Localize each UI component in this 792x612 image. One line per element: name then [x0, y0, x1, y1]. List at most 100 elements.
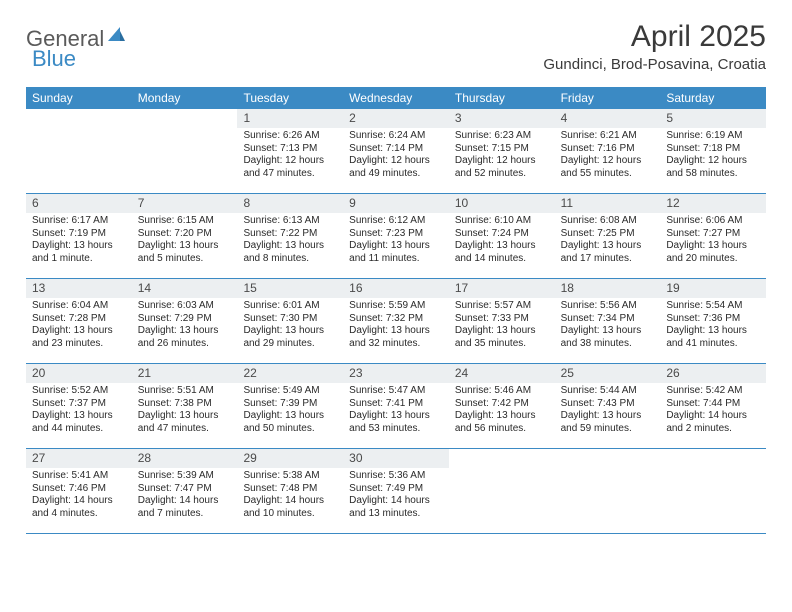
sunrise-line: Sunrise: 5:38 AM	[243, 470, 337, 483]
sunrise-line: Sunrise: 5:36 AM	[349, 470, 443, 483]
day-content: Sunrise: 6:24 AMSunset: 7:14 PMDaylight:…	[343, 130, 449, 184]
day-cell: 17Sunrise: 5:57 AMSunset: 7:33 PMDayligh…	[449, 279, 555, 363]
day-content: Sunrise: 5:56 AMSunset: 7:34 PMDaylight:…	[555, 300, 661, 354]
day-content: Sunrise: 6:10 AMSunset: 7:24 PMDaylight:…	[449, 215, 555, 269]
sunset-line: Sunset: 7:39 PM	[243, 398, 337, 411]
daylight-line: Daylight: 13 hours and 8 minutes.	[243, 240, 337, 265]
day-cell: 12Sunrise: 6:06 AMSunset: 7:27 PMDayligh…	[660, 194, 766, 278]
day-number: 30	[343, 449, 449, 468]
day-cell: 14Sunrise: 6:03 AMSunset: 7:29 PMDayligh…	[132, 279, 238, 363]
sunset-line: Sunset: 7:24 PM	[455, 228, 549, 241]
weekday-header-row: Sunday Monday Tuesday Wednesday Thursday…	[26, 87, 766, 109]
week-row: 1Sunrise: 6:26 AMSunset: 7:13 PMDaylight…	[26, 109, 766, 194]
day-cell: 27 Sunrise: 5:41 AMSunset: 7:46 PMDayligh…	[26, 449, 132, 533]
daylight-line: Daylight: 14 hours and 10 minutes.	[243, 495, 337, 520]
weekday-wednesday: Wednesday	[343, 87, 449, 109]
day-cell: 3Sunrise: 6:23 AMSunset: 7:15 PMDaylight…	[449, 109, 555, 193]
day-content: Sunrise: 5:41 AMSunset: 7:46 PMDaylight:…	[26, 470, 132, 524]
day-number: 20	[26, 364, 132, 383]
calendar-body: 1Sunrise: 6:26 AMSunset: 7:13 PMDaylight…	[26, 109, 766, 534]
day-number: 29	[237, 449, 343, 468]
day-content: Sunrise: 5:51 AMSunset: 7:38 PMDaylight:…	[132, 385, 238, 439]
sunset-line: Sunset: 7:19 PM	[32, 228, 126, 241]
day-number: 27	[26, 449, 132, 468]
daylight-line: Daylight: 13 hours and 23 minutes.	[32, 325, 126, 350]
sunrise-line: Sunrise: 6:12 AM	[349, 215, 443, 228]
daylight-line: Daylight: 13 hours and 38 minutes.	[561, 325, 655, 350]
daylight-line: Daylight: 12 hours and 52 minutes.	[455, 155, 549, 180]
day-cell: 22 Sunrise: 5:49 AMSunset: 7:39 PMDayligh…	[237, 364, 343, 448]
day-cell: 26Sunrise: 5:42 AMSunset: 7:44 PMDayligh…	[660, 364, 766, 448]
sunrise-line: Sunrise: 6:08 AM	[561, 215, 655, 228]
day-number: 18	[555, 279, 661, 298]
sunset-line: Sunset: 7:34 PM	[561, 313, 655, 326]
daylight-line: Daylight: 13 hours and 41 minutes.	[666, 325, 760, 350]
day-number: 16	[343, 279, 449, 298]
day-number: 4	[555, 109, 661, 128]
day-number: 10	[449, 194, 555, 213]
weekday-friday: Friday	[555, 87, 661, 109]
day-number: 19	[660, 279, 766, 298]
day-number: 22	[237, 364, 343, 383]
day-cell: 11 Sunrise: 6:08 AMSunset: 7:25 PMDayligh…	[555, 194, 661, 278]
daylight-line: Daylight: 13 hours and 53 minutes.	[349, 410, 443, 435]
daylight-line: Daylight: 14 hours and 4 minutes.	[32, 495, 126, 520]
header: General April 2025 Gundinci, Brod-Posavi…	[26, 20, 766, 73]
sunrise-line: Sunrise: 5:51 AM	[138, 385, 232, 398]
day-cell: 5 Sunrise: 6:19 AMSunset: 7:18 PMDaylight…	[660, 109, 766, 193]
week-row: 13Sunrise: 6:04 AMSunset: 7:28 PMDayligh…	[26, 279, 766, 364]
daylight-line: Daylight: 14 hours and 2 minutes.	[666, 410, 760, 435]
daylight-line: Daylight: 13 hours and 29 minutes.	[243, 325, 337, 350]
sunset-line: Sunset: 7:22 PM	[243, 228, 337, 241]
day-number: 12	[660, 194, 766, 213]
daylight-line: Daylight: 13 hours and 50 minutes.	[243, 410, 337, 435]
sunrise-line: Sunrise: 5:46 AM	[455, 385, 549, 398]
day-content: Sunrise: 6:04 AMSunset: 7:28 PMDaylight:…	[26, 300, 132, 354]
logo-sail-icon	[106, 25, 126, 48]
sunrise-line: Sunrise: 6:15 AM	[138, 215, 232, 228]
sunset-line: Sunset: 7:47 PM	[138, 483, 232, 496]
empty-cell	[660, 449, 766, 533]
day-number: 3	[449, 109, 555, 128]
day-number: 21	[132, 364, 238, 383]
day-content: Sunrise: 6:19 AMSunset: 7:18 PMDaylight:…	[660, 130, 766, 184]
week-row: 6Sunrise: 6:17 AMSunset: 7:19 PMDaylight…	[26, 194, 766, 279]
sunrise-line: Sunrise: 5:56 AM	[561, 300, 655, 313]
sunrise-line: Sunrise: 6:19 AM	[666, 130, 760, 143]
day-cell: 4Sunrise: 6:21 AMSunset: 7:16 PMDaylight…	[555, 109, 661, 193]
day-cell: 2 Sunrise: 6:24 AMSunset: 7:14 PMDaylight…	[343, 109, 449, 193]
daylight-line: Daylight: 13 hours and 17 minutes.	[561, 240, 655, 265]
daylight-line: Daylight: 13 hours and 32 minutes.	[349, 325, 443, 350]
day-content: Sunrise: 6:08 AMSunset: 7:25 PMDaylight:…	[555, 215, 661, 269]
sunset-line: Sunset: 7:33 PM	[455, 313, 549, 326]
day-cell: 19 Sunrise: 5:54 AMSunset: 7:36 PMDayligh…	[660, 279, 766, 363]
day-content: Sunrise: 5:59 AMSunset: 7:32 PMDaylight:…	[343, 300, 449, 354]
day-cell: 1Sunrise: 6:26 AMSunset: 7:13 PMDaylight…	[237, 109, 343, 193]
sunrise-line: Sunrise: 6:24 AM	[349, 130, 443, 143]
daylight-line: Daylight: 13 hours and 5 minutes.	[138, 240, 232, 265]
day-content: Sunrise: 6:17 AMSunset: 7:19 PMDaylight:…	[26, 215, 132, 269]
day-number: 28	[132, 449, 238, 468]
sunrise-line: Sunrise: 6:04 AM	[32, 300, 126, 313]
day-number: 2	[343, 109, 449, 128]
day-number: 5	[660, 109, 766, 128]
sunrise-line: Sunrise: 5:41 AM	[32, 470, 126, 483]
day-content: Sunrise: 5:54 AMSunset: 7:36 PMDaylight:…	[660, 300, 766, 354]
weekday-sunday: Sunday	[26, 87, 132, 109]
day-number: 23	[343, 364, 449, 383]
daylight-line: Daylight: 13 hours and 35 minutes.	[455, 325, 549, 350]
calendar-page: General April 2025 Gundinci, Brod-Posavi…	[0, 0, 792, 554]
day-number: 7	[132, 194, 238, 213]
sunset-line: Sunset: 7:28 PM	[32, 313, 126, 326]
sunrise-line: Sunrise: 5:54 AM	[666, 300, 760, 313]
sunrise-line: Sunrise: 5:59 AM	[349, 300, 443, 313]
daylight-line: Daylight: 13 hours and 20 minutes.	[666, 240, 760, 265]
sunset-line: Sunset: 7:29 PM	[138, 313, 232, 326]
day-content: Sunrise: 5:49 AMSunset: 7:39 PMDaylight:…	[237, 385, 343, 439]
sunrise-line: Sunrise: 6:03 AM	[138, 300, 232, 313]
day-number: 11	[555, 194, 661, 213]
calendar-grid: Sunday Monday Tuesday Wednesday Thursday…	[26, 87, 766, 534]
day-cell: 25Sunrise: 5:44 AMSunset: 7:43 PMDayligh…	[555, 364, 661, 448]
sunset-line: Sunset: 7:27 PM	[666, 228, 760, 241]
sunset-line: Sunset: 7:18 PM	[666, 143, 760, 156]
